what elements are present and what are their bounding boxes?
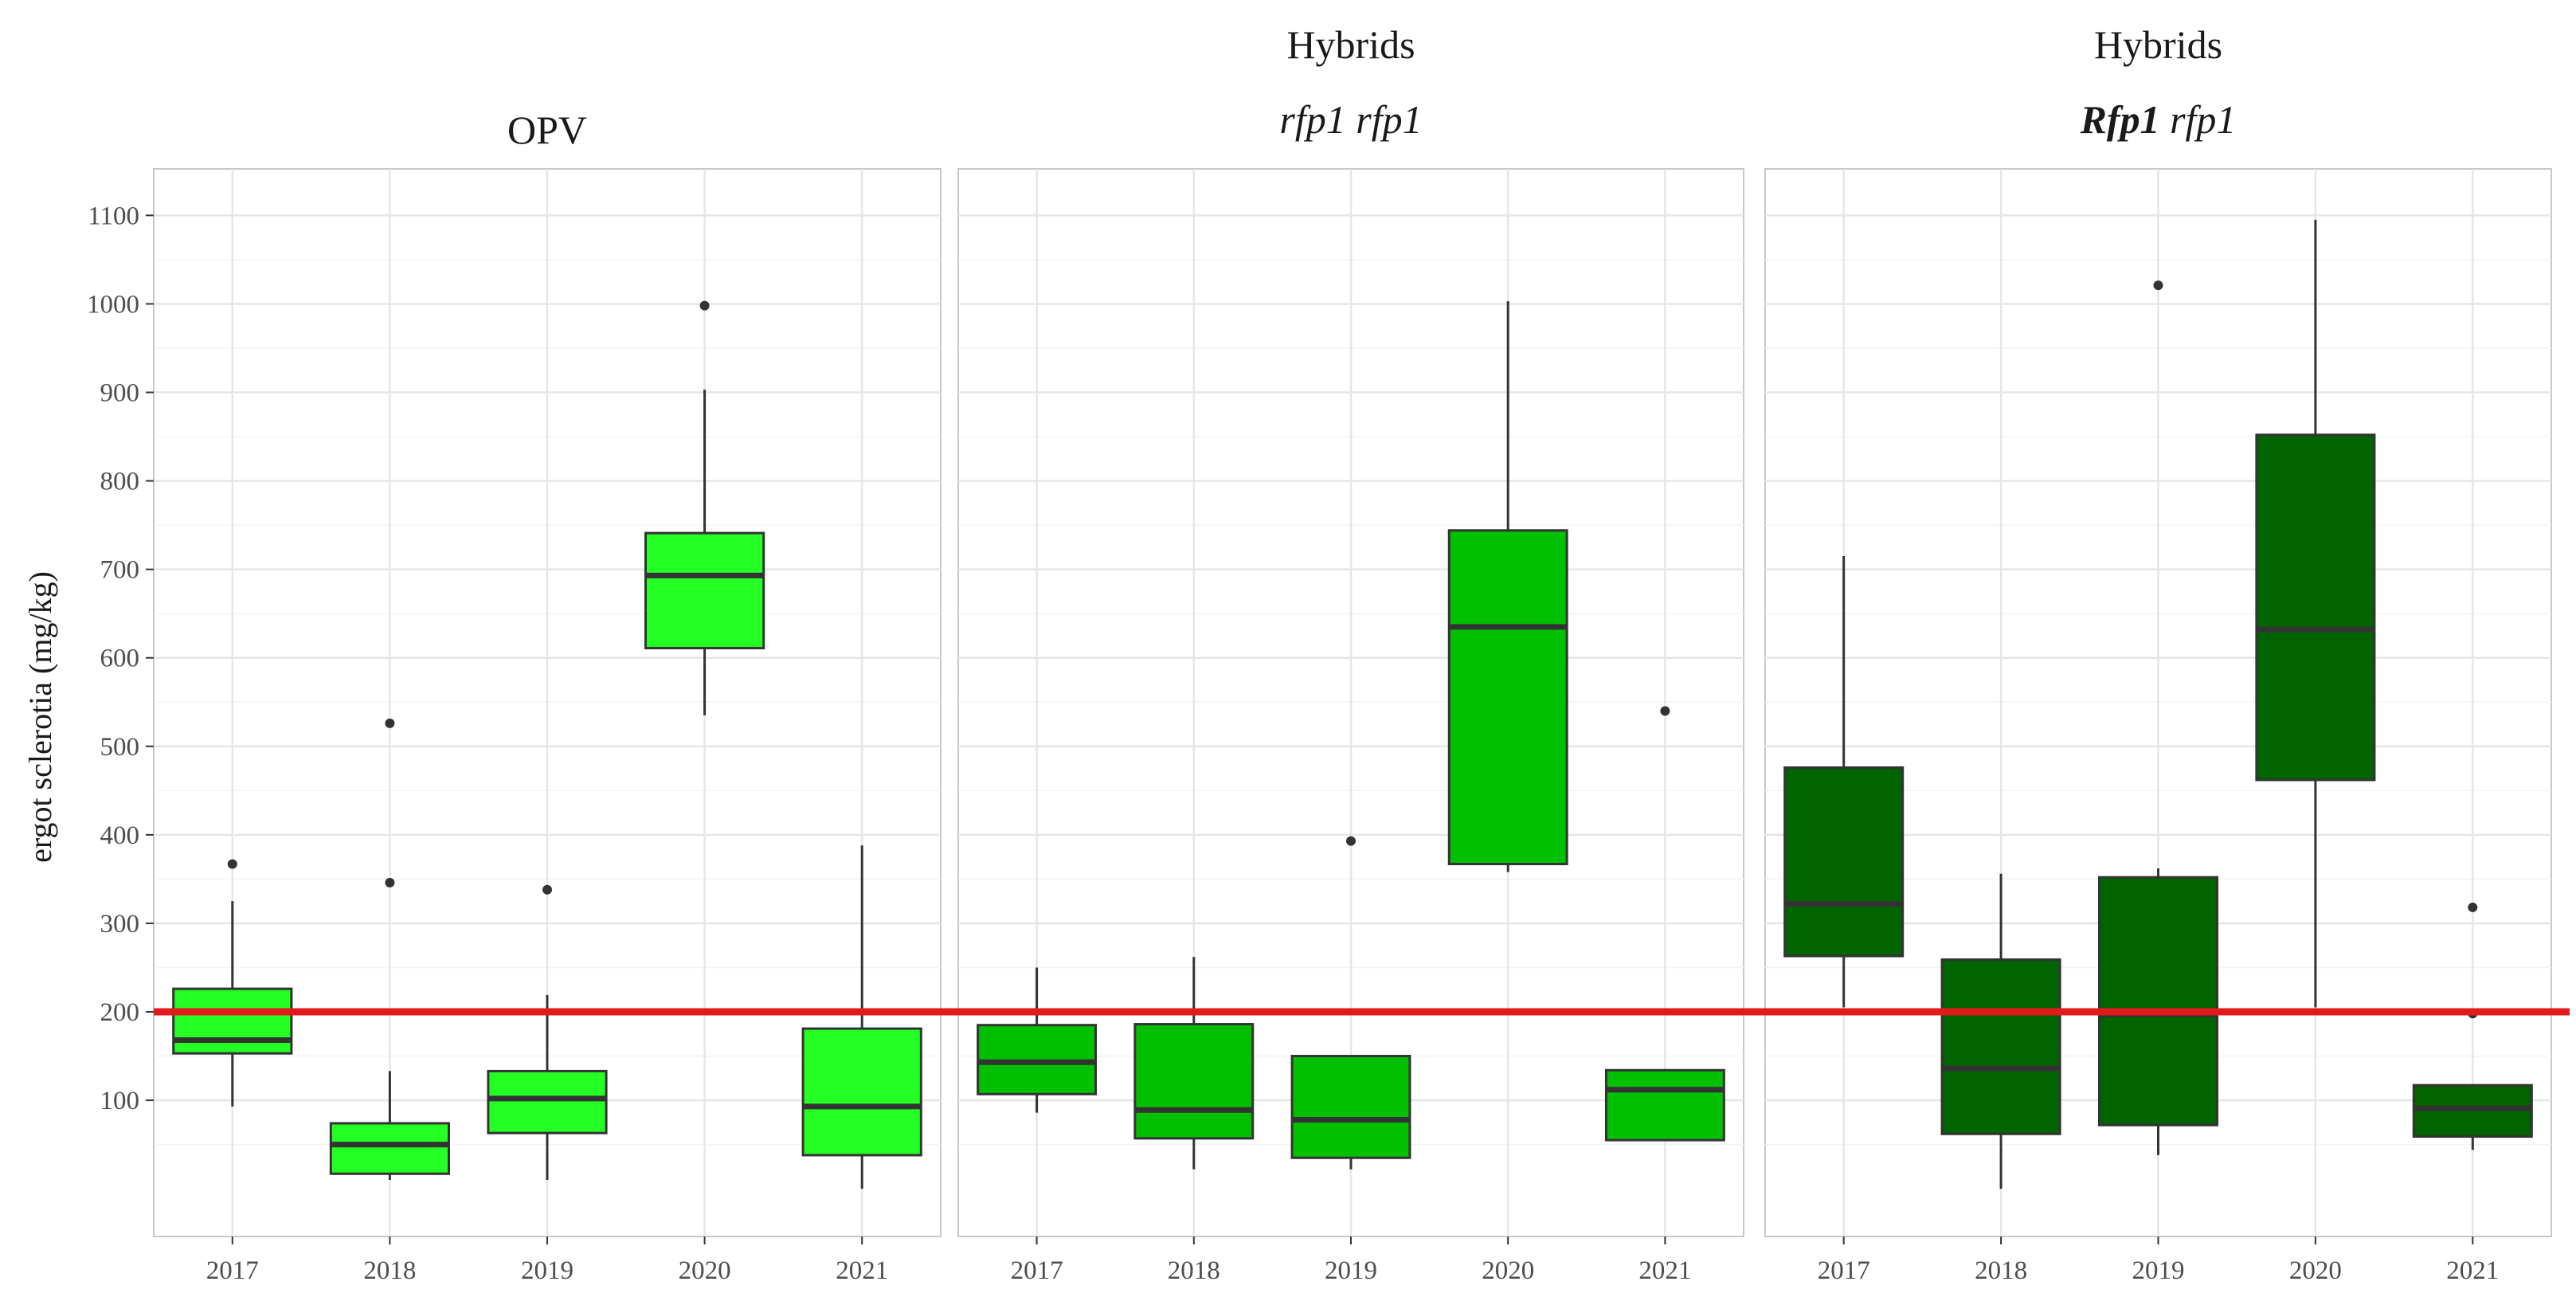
box-body: [801, 1027, 922, 1157]
outlier-point: [699, 300, 710, 311]
panel-title-part: Rfp1: [2080, 97, 2160, 142]
y-tick-label: 900: [100, 379, 140, 408]
outlier-point: [1346, 836, 1356, 846]
x-tick-label: 2019: [521, 1256, 574, 1285]
x-tick-label: 2018: [1975, 1256, 2027, 1285]
x-tick-label: 2017: [206, 1256, 259, 1285]
panel-title-line: Rfp1 rfp1: [2080, 97, 2237, 142]
y-tick-label: 200: [100, 998, 140, 1027]
x-tick-label: 2021: [836, 1256, 888, 1285]
x-tick-label: 2020: [1482, 1256, 1534, 1285]
box-2017: [172, 859, 293, 1107]
box-2021: [1604, 706, 1725, 1142]
x-tick-label: 2021: [1638, 1256, 1691, 1285]
y-tick-label: 600: [100, 645, 140, 673]
box-2020: [2255, 219, 2376, 1008]
x-tick-label: 2017: [1011, 1256, 1063, 1285]
x-tick-label: 2018: [1168, 1256, 1220, 1285]
box-2017: [977, 967, 1098, 1113]
box-body: [1604, 1068, 1725, 1142]
x-tick-label: 2019: [2132, 1256, 2185, 1285]
outlier-point: [2468, 902, 2478, 912]
panel-title-line: Hybrids: [1286, 22, 1415, 67]
box-body: [172, 987, 293, 1055]
box-2021: [801, 845, 922, 1189]
box-body: [487, 1069, 608, 1134]
box-body: [1133, 1023, 1255, 1140]
panel-1: 2017 2018 2019 2020 2021 OPV: [153, 108, 942, 1285]
outlier-point: [227, 859, 237, 869]
y-axis-label: ergot sclerotia (mg/kg): [22, 571, 58, 863]
panel-title-line: OPV: [507, 108, 587, 152]
y-tick-label: 400: [100, 821, 140, 850]
box-2018: [1133, 957, 1255, 1170]
panel-title-part: rfp1 rfp1: [1279, 97, 1422, 142]
outlier-point: [385, 718, 395, 728]
box-2018: [1940, 873, 2061, 1189]
outlier-point: [2153, 280, 2163, 291]
panel-title-part: Hybrids: [2094, 22, 2222, 67]
outlier-point: [542, 884, 552, 895]
outlier-point: [1660, 706, 1670, 716]
panel-title-line: rfp1 rfp1: [1279, 97, 1422, 142]
box-2017: [1783, 555, 1905, 1008]
box-2019: [487, 884, 608, 1181]
box-body: [1290, 1055, 1411, 1159]
box-body: [644, 531, 765, 650]
box-body: [1447, 529, 1568, 866]
panel-title-line: Hybrids: [2094, 22, 2222, 67]
box-body: [1783, 766, 1905, 958]
panel-title-part: OPV: [507, 108, 587, 152]
x-tick-label: 2017: [1818, 1256, 1870, 1285]
y-tick-label: 800: [100, 468, 140, 496]
x-tick-label: 2020: [2289, 1256, 2342, 1285]
y-tick-label: 300: [100, 910, 140, 939]
panel-title-part: Hybrids: [1286, 22, 1415, 67]
y-tick-label: 1000: [87, 290, 139, 319]
y-tick-label: 1100: [88, 202, 139, 230]
y-tick-label: 700: [100, 556, 140, 585]
box-body: [1940, 958, 2061, 1135]
panel-2: 2017 2018 2019 2020 2021 Hybrids rfp1 rfp1: [957, 22, 1744, 1285]
panel-title-part: rfp1: [2160, 97, 2237, 142]
x-tick-label: 2020: [679, 1256, 731, 1285]
box-2019: [2097, 280, 2219, 1155]
box-2021: [2412, 902, 2533, 1150]
x-tick-label: 2021: [2446, 1256, 2499, 1285]
x-tick-label: 2019: [1325, 1256, 1377, 1285]
box-body: [329, 1122, 450, 1175]
box-2018: [329, 718, 450, 1181]
box-2019: [1290, 836, 1411, 1170]
panel-3: 2017 2018 2019 2020 2021 Hybrids Rfp1 rfp1: [1764, 22, 2552, 1285]
box-body: [2097, 876, 2219, 1127]
box-2020: [1447, 301, 1568, 872]
box-2020: [644, 300, 765, 715]
box-body: [2255, 433, 2376, 782]
x-tick-label: 2018: [363, 1256, 416, 1285]
y-tick-label: 100: [100, 1087, 140, 1115]
outlier-point: [385, 877, 395, 888]
y-tick-label: 500: [100, 733, 140, 762]
